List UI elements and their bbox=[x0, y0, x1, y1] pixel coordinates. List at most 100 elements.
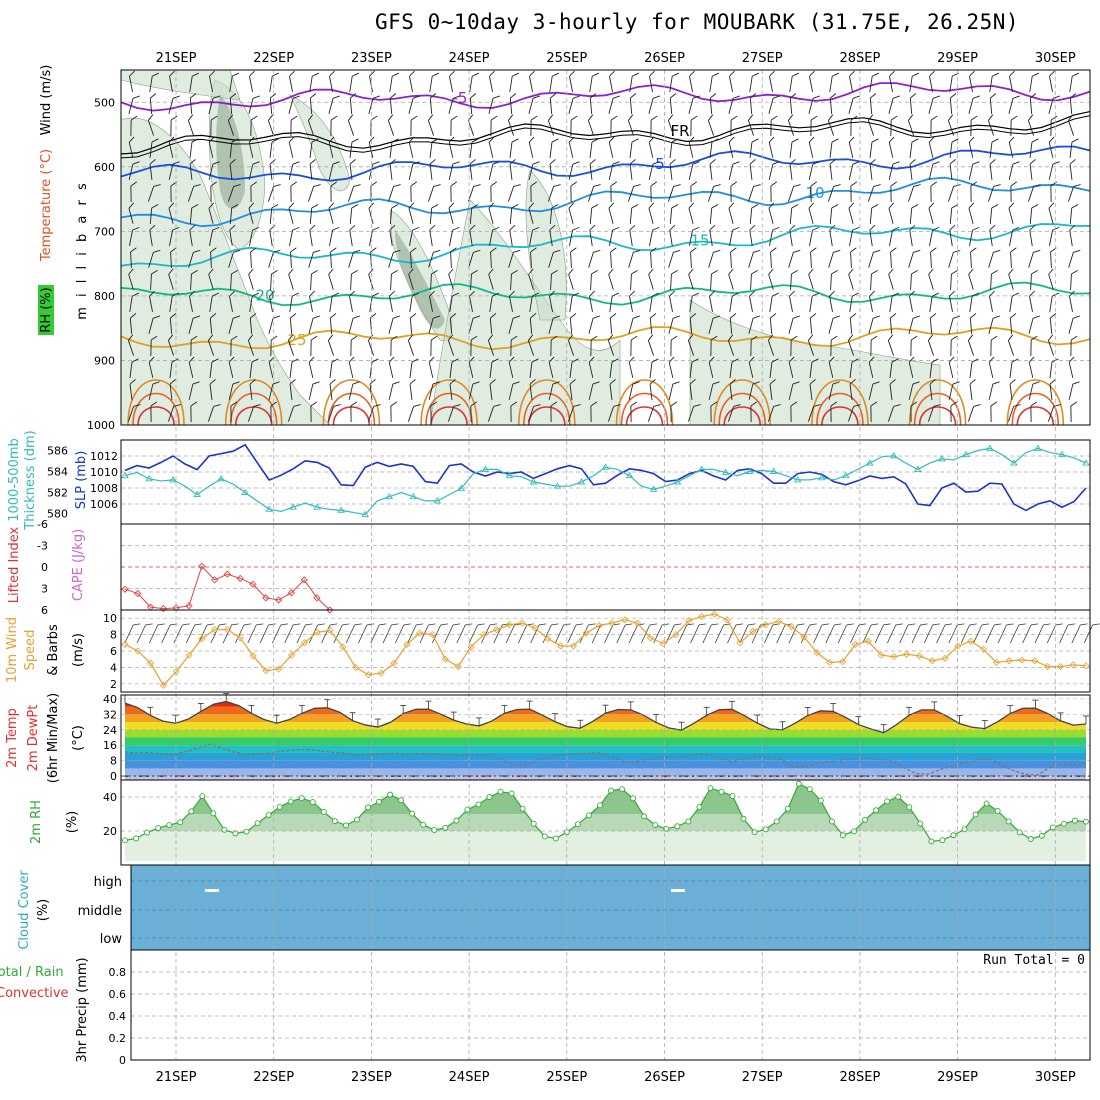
rh-point bbox=[828, 818, 835, 825]
barb-flag bbox=[968, 268, 974, 275]
wind-barb bbox=[1030, 269, 1038, 291]
barb-flag bbox=[988, 114, 994, 121]
temp-contour bbox=[523, 392, 571, 426]
barb-shaft bbox=[207, 406, 215, 422]
barb-shaft bbox=[508, 252, 514, 268]
wind-barb bbox=[929, 379, 936, 400]
barb-shaft bbox=[308, 318, 314, 334]
barb-flag bbox=[672, 381, 680, 385]
wind-barb bbox=[427, 184, 441, 202]
barb-shaft bbox=[489, 76, 493, 92]
barb-flag bbox=[909, 159, 916, 165]
barb-flag bbox=[390, 335, 398, 341]
wind-speed-point bbox=[121, 640, 129, 649]
barb-shaft bbox=[328, 274, 334, 290]
barb-flag bbox=[872, 381, 880, 385]
barb-flag bbox=[872, 315, 881, 319]
barb-shaft bbox=[227, 120, 235, 136]
wind-barb bbox=[528, 202, 535, 224]
barb-flag bbox=[531, 358, 539, 363]
barb-shaft bbox=[908, 384, 914, 400]
barb-flag bbox=[493, 404, 501, 407]
barb-shaft bbox=[189, 296, 193, 312]
wind-barb bbox=[929, 313, 937, 335]
barb-flag bbox=[490, 247, 497, 253]
barb-flag bbox=[512, 381, 520, 385]
barb-flag bbox=[471, 204, 479, 209]
barb-flag bbox=[610, 181, 618, 187]
barb-shaft bbox=[167, 340, 175, 356]
barb-flag bbox=[709, 290, 715, 297]
wind-barb bbox=[269, 224, 276, 246]
barb-shaft bbox=[489, 296, 493, 312]
wind-barb bbox=[849, 358, 859, 378]
barb-shaft bbox=[1007, 340, 1015, 356]
barb-shaft bbox=[390, 273, 392, 291]
barb-shaft bbox=[189, 76, 193, 92]
barb-shaft bbox=[249, 384, 253, 400]
barb-flag bbox=[728, 268, 734, 275]
wind-barb bbox=[608, 95, 621, 114]
barb-shaft bbox=[668, 384, 674, 400]
barb-flag bbox=[351, 204, 359, 209]
barb-shaft bbox=[689, 317, 693, 335]
wind-barb bbox=[189, 204, 199, 225]
wind-barb bbox=[309, 72, 319, 92]
barb-flag bbox=[128, 268, 134, 275]
wind-barb bbox=[169, 358, 179, 378]
barb-flag bbox=[1050, 313, 1057, 319]
wind-barb bbox=[702, 623, 719, 644]
barb-flag bbox=[271, 204, 279, 209]
barb-shaft bbox=[554, 624, 565, 644]
wind-barb bbox=[449, 226, 460, 246]
wind-barb bbox=[209, 226, 220, 246]
wind-barb bbox=[548, 381, 560, 400]
barb-flag bbox=[832, 381, 840, 385]
barb-flag bbox=[549, 159, 556, 165]
wind-barb bbox=[530, 115, 538, 137]
barb-shaft bbox=[149, 164, 153, 180]
wind-barb bbox=[468, 623, 485, 644]
barb-flag bbox=[981, 623, 990, 626]
barb-flag bbox=[950, 335, 958, 341]
barb-flag bbox=[871, 269, 878, 275]
wind-barb bbox=[287, 334, 295, 356]
barb-shaft bbox=[129, 230, 133, 246]
barb-flag bbox=[403, 623, 412, 626]
barb-flag bbox=[563, 623, 571, 626]
wind-speed-point bbox=[633, 619, 642, 627]
wind-barb bbox=[309, 290, 315, 312]
barb-flag bbox=[190, 335, 198, 341]
barb-shaft bbox=[549, 76, 553, 92]
barb-shaft bbox=[209, 384, 213, 400]
wind-speed-point bbox=[903, 650, 911, 658]
barb-flag bbox=[190, 93, 197, 99]
barb-flag bbox=[292, 226, 300, 231]
wind-barb bbox=[1007, 334, 1015, 356]
barb-flag bbox=[728, 334, 734, 341]
wind-barb bbox=[770, 115, 778, 137]
barb-shaft bbox=[528, 208, 534, 224]
wind-barb bbox=[629, 290, 635, 312]
barb-shaft bbox=[868, 362, 874, 378]
chart-title: GFS 0~10day 3-hourly for MOUBARK (31.75E… bbox=[375, 10, 1020, 34]
barb-flag bbox=[508, 114, 514, 121]
wind-barb bbox=[388, 381, 400, 400]
left-label-rh2m: 2m RH bbox=[29, 800, 44, 844]
slp-ytick: 1012 bbox=[90, 450, 118, 463]
wind-barb bbox=[688, 202, 695, 224]
barb-flag bbox=[211, 358, 219, 363]
wind-barb bbox=[616, 623, 633, 644]
barb-flag bbox=[1092, 623, 1100, 626]
wind-barb bbox=[173, 623, 190, 644]
barb-shaft bbox=[989, 97, 993, 115]
barb-shaft bbox=[429, 230, 433, 246]
wind-barb bbox=[129, 313, 137, 335]
barb-shaft bbox=[409, 76, 413, 92]
wind-barb bbox=[222, 623, 239, 644]
barb-flag bbox=[968, 202, 975, 209]
left-label-precip-conv: Convective bbox=[0, 986, 69, 1001]
barb-flag bbox=[712, 72, 719, 77]
wind-barb bbox=[949, 224, 956, 246]
barb-flag bbox=[851, 358, 859, 363]
